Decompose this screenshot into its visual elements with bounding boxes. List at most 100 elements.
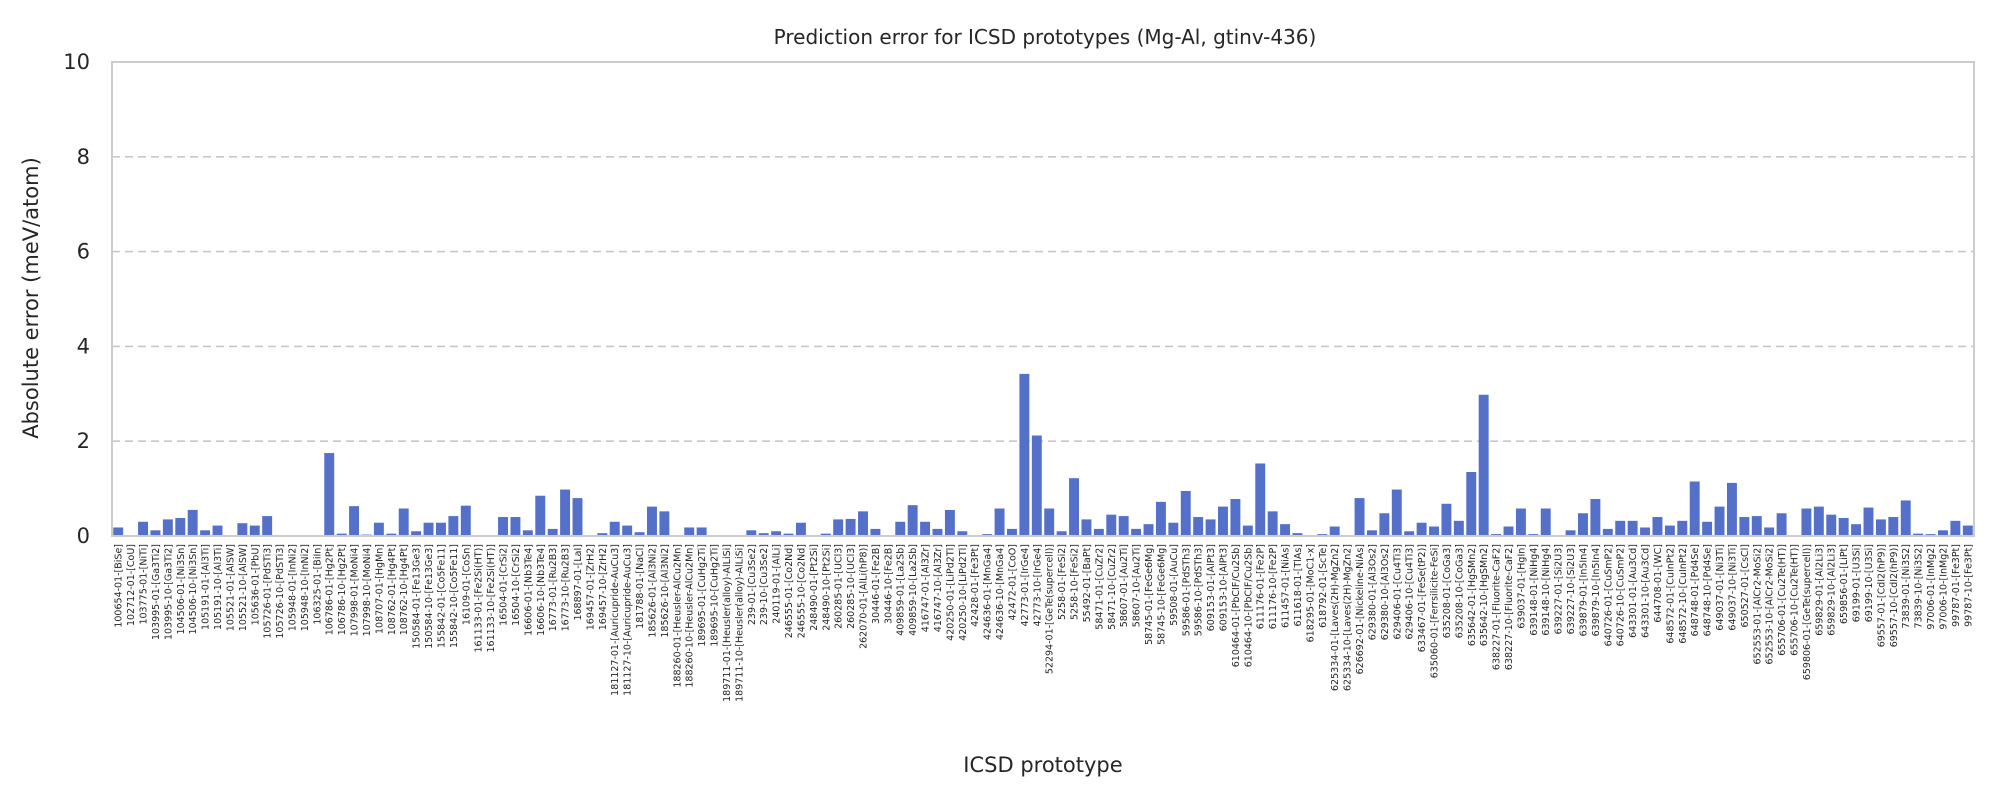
bar [920, 521, 931, 536]
bar [1118, 516, 1129, 536]
x-tick-label: 108762-10-[Hg4Pt] [399, 544, 410, 635]
plot-frame [111, 61, 1975, 537]
x-tick-label: 106786-10-[Hg2Pt] [337, 544, 348, 635]
bar [1155, 501, 1166, 536]
bar [249, 525, 260, 536]
x-tick-label: 635642-10-[HgSMn2] [1479, 544, 1490, 646]
x-tick-label: 609153-01-[AlPt3] [1206, 544, 1217, 631]
x-tick-label: 155842-01-[Co5Fe11] [436, 544, 447, 648]
gridlines [112, 156, 1974, 443]
x-tick-label: 659829-01-[Al2Li3] [1814, 544, 1825, 636]
x-tick-label: 618295-01-[MoC1-x] [1305, 544, 1316, 642]
x-tick-label: 16773-01-[Ru2B3] [548, 544, 559, 631]
x-tick-label: 42773-01-[IrGe4] [1020, 544, 1031, 627]
bar [1838, 517, 1849, 536]
x-tick-label: 188260-10-[Heusler-AlCu2Mn] [685, 544, 696, 688]
x-tick-label: 161133-01-[Fe2Si(HT)] [474, 544, 485, 653]
x-tick-label: 69557-01-[CdI2(hP9)] [1876, 544, 1887, 647]
bar [858, 511, 868, 536]
bar [522, 530, 533, 536]
x-tick-label: 108707-01-[HgMn] [374, 544, 385, 634]
bar [162, 519, 173, 536]
x-tick-label: 639227-01-[Si2U3] [1554, 544, 1565, 634]
y-tick-label: 8 [77, 145, 90, 169]
bar [1751, 516, 1762, 536]
y-tick-label: 6 [77, 240, 90, 264]
x-tick-label: 58607-10-[Au2Ti] [1132, 544, 1143, 627]
bar [336, 533, 347, 536]
bar [1267, 511, 1278, 536]
x-tick-label: 5258-10-[FeSi2] [1070, 544, 1081, 620]
x-tick-label: 16504-10-[CrSi2] [511, 544, 522, 626]
bar [460, 505, 471, 536]
bar [1714, 506, 1725, 536]
bar [1602, 528, 1613, 536]
x-tick-label: 650527-01-[CsCl] [1740, 544, 1751, 627]
bar [647, 506, 657, 536]
bar [1044, 508, 1055, 536]
x-tick-label: 609153-10-[AlPt3] [1218, 544, 1229, 631]
x-tick-label: 58745-10-[FeGe6Mg] [1156, 544, 1167, 645]
bar [435, 522, 446, 536]
x-tick-label: 638227-10-[Fluorite-CaF2] [1504, 544, 1515, 670]
x-tick-label: 635208-01-[CoGa3] [1442, 544, 1453, 638]
bar [113, 527, 124, 536]
y-tick-labels: 0 2 4 6 8 10 [63, 50, 90, 548]
x-tick-label: 73839-10-[Ni3S2] [1914, 544, 1925, 628]
bar [1466, 472, 1477, 536]
x-tick-label: 655706-10-[Cu2Te(HT)] [1790, 544, 1801, 656]
bar [1366, 530, 1377, 536]
bar [746, 530, 757, 536]
bar [1416, 522, 1427, 536]
x-tick-label: 638227-01-[Fluorite-CaF2] [1492, 544, 1503, 670]
x-tick-label: 103995-01-[Ga3Ti2] [151, 544, 162, 640]
x-tick-label: 626692-01-[Nickeline-NiAs] [1355, 544, 1366, 674]
x-tick-label: 640726-10-[CuSmP2] [1616, 544, 1627, 646]
x-tick-label: 611176-10-[Fe2P] [1268, 544, 1279, 629]
x-tick-label: 150584-01-[Fe13Ge3] [412, 544, 423, 649]
bar [1590, 499, 1601, 536]
x-tick-label: 185626-01-[Al3Ni2] [647, 544, 658, 638]
x-tick-label: 181127-10-[Auricupride-AuCu3] [623, 544, 634, 696]
bar [622, 525, 633, 536]
chart-title: Prediction error for ICSD prototypes (Mg… [774, 25, 1317, 49]
y-tick-label: 10 [63, 50, 90, 74]
bar [783, 533, 794, 536]
x-tick-label: 260285-10-[UCl3] [846, 544, 857, 629]
x-tick-label: 58471-01-[CuZr2] [1094, 544, 1105, 630]
x-tick-label: 185626-10-[Al3Ni2] [660, 544, 671, 638]
bar [1627, 520, 1638, 536]
bar [1069, 478, 1079, 536]
y-tick-label: 0 [77, 524, 90, 548]
bar [696, 527, 707, 536]
x-tick-label: 409859-01-[La2Sb] [896, 544, 907, 636]
bar [547, 528, 558, 536]
x-tick-label: 105948-01-[InNi2] [287, 544, 298, 631]
bar [535, 495, 546, 536]
bar [1739, 517, 1750, 536]
x-tick-label: 188260-01-[Heusler-AlCu2Mn] [672, 544, 683, 688]
bar [510, 517, 521, 536]
bar [1255, 463, 1266, 536]
x-tick-label: 629380-10-[Al3Os2] [1380, 544, 1391, 640]
bar [1726, 482, 1737, 536]
x-tick-label: 424636-10-[MnGa4] [995, 544, 1006, 640]
x-tick-label: 246555-10-[Co2Nd] [796, 544, 807, 638]
x-tick-label: 611618-01-[TlAs] [1293, 544, 1304, 627]
bar [187, 509, 198, 536]
bar [1640, 527, 1651, 536]
bar [1180, 490, 1191, 536]
bars [113, 373, 1973, 536]
x-tick-label: 649037-01-[Ni3Ti] [1715, 544, 1726, 631]
x-tick-label: 648572-10-[CuInPt2] [1678, 544, 1689, 644]
bar [1106, 514, 1117, 536]
x-tick-label: 639148-10-[NiHg4] [1541, 544, 1552, 636]
bar [833, 519, 844, 536]
x-tick-label: 16606-10-[Nb3Te4] [536, 544, 547, 636]
bar [1379, 513, 1390, 536]
x-tick-label: 649037-10-[Ni3Ti] [1727, 544, 1738, 631]
bar [498, 517, 508, 536]
x-tick-label: 69199-01-[U3Si] [1852, 544, 1863, 622]
x-tick-label: 635642-01-[HgSMn2] [1467, 544, 1478, 646]
x-tick-label: 16606-01-[Nb3Te4] [523, 544, 534, 636]
